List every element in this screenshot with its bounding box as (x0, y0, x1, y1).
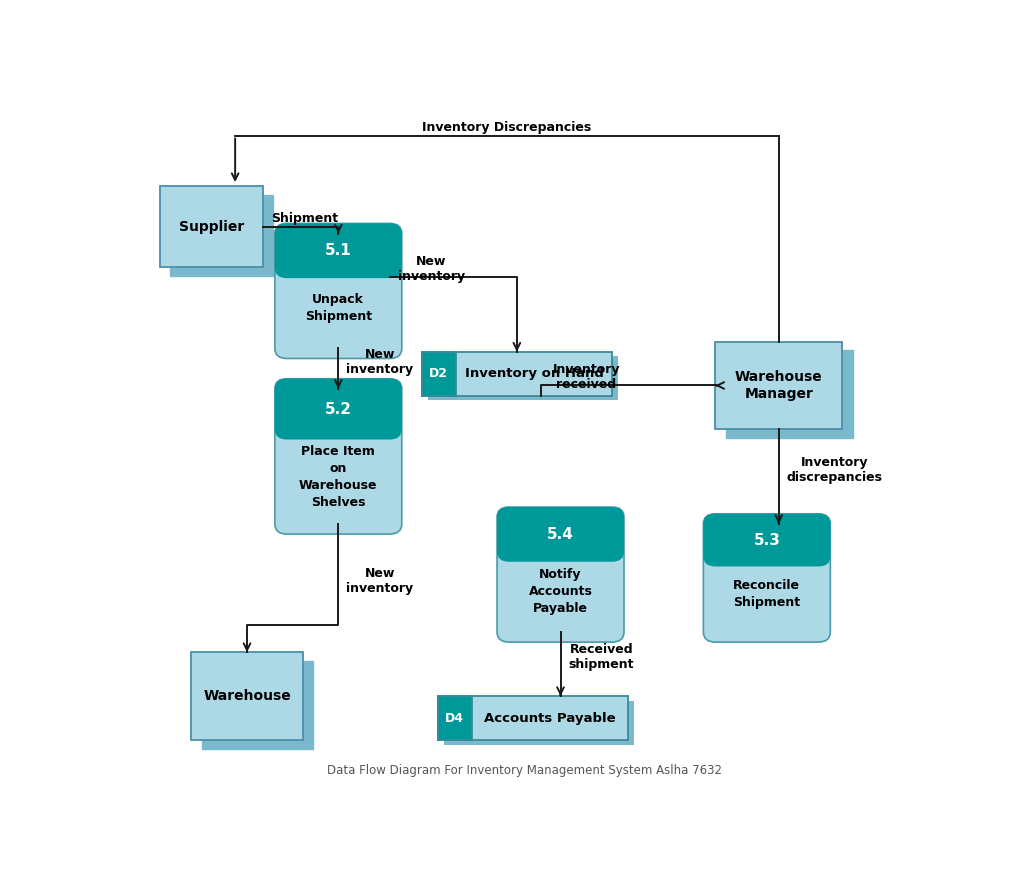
Bar (287, 247, 390, 268)
Bar (715, 537, 818, 556)
Bar (422, 352, 612, 396)
Bar (509, 531, 612, 552)
Text: New
inventory: New inventory (397, 255, 465, 283)
FancyBboxPatch shape (191, 652, 303, 740)
Text: D2: D2 (429, 367, 449, 380)
Bar (422, 352, 456, 396)
FancyBboxPatch shape (202, 661, 313, 749)
Text: Notify
Accounts
Payable: Notify Accounts Payable (528, 568, 593, 616)
FancyBboxPatch shape (160, 186, 263, 267)
FancyBboxPatch shape (274, 224, 401, 359)
Text: Place Item
on
Warehouse
Shelves: Place Item on Warehouse Shelves (299, 445, 378, 509)
Text: 5.3: 5.3 (754, 532, 780, 547)
FancyBboxPatch shape (170, 195, 273, 276)
Text: Received
shipment: Received shipment (568, 644, 634, 671)
FancyBboxPatch shape (497, 507, 624, 642)
Text: Inventory on Hand: Inventory on Hand (465, 367, 603, 380)
Text: Data Flow Diagram For Inventory Management System Aslha 7632: Data Flow Diagram For Inventory Manageme… (328, 764, 722, 777)
FancyBboxPatch shape (703, 514, 830, 567)
Text: D4: D4 (445, 711, 464, 724)
Bar (287, 405, 390, 430)
FancyBboxPatch shape (703, 514, 830, 642)
Bar (437, 696, 472, 740)
Text: Reconcile
Shipment: Reconcile Shipment (733, 579, 801, 610)
Bar (443, 701, 634, 745)
Text: Unpack
Shipment: Unpack Shipment (305, 293, 372, 323)
FancyBboxPatch shape (274, 379, 401, 439)
Text: New
inventory: New inventory (346, 348, 414, 376)
Text: 5.2: 5.2 (325, 402, 352, 417)
Text: Inventory
discrepancies: Inventory discrepancies (786, 456, 883, 484)
FancyBboxPatch shape (497, 507, 624, 562)
Text: Inventory Discrepancies: Inventory Discrepancies (422, 121, 592, 134)
FancyBboxPatch shape (726, 351, 853, 438)
FancyBboxPatch shape (274, 224, 401, 278)
Text: Warehouse: Warehouse (203, 689, 291, 703)
Text: 5.1: 5.1 (325, 243, 351, 258)
FancyBboxPatch shape (274, 379, 401, 534)
Bar (428, 356, 618, 400)
Bar (437, 696, 628, 740)
Text: New
inventory: New inventory (346, 567, 414, 595)
FancyBboxPatch shape (715, 341, 842, 430)
Text: 5.4: 5.4 (547, 527, 573, 542)
Text: Supplier: Supplier (179, 220, 244, 234)
Text: Shipment: Shipment (270, 211, 338, 225)
Text: Warehouse
Manager: Warehouse Manager (735, 370, 822, 401)
Text: Accounts Payable: Accounts Payable (484, 711, 615, 724)
Text: Inventory
received: Inventory received (553, 363, 621, 391)
